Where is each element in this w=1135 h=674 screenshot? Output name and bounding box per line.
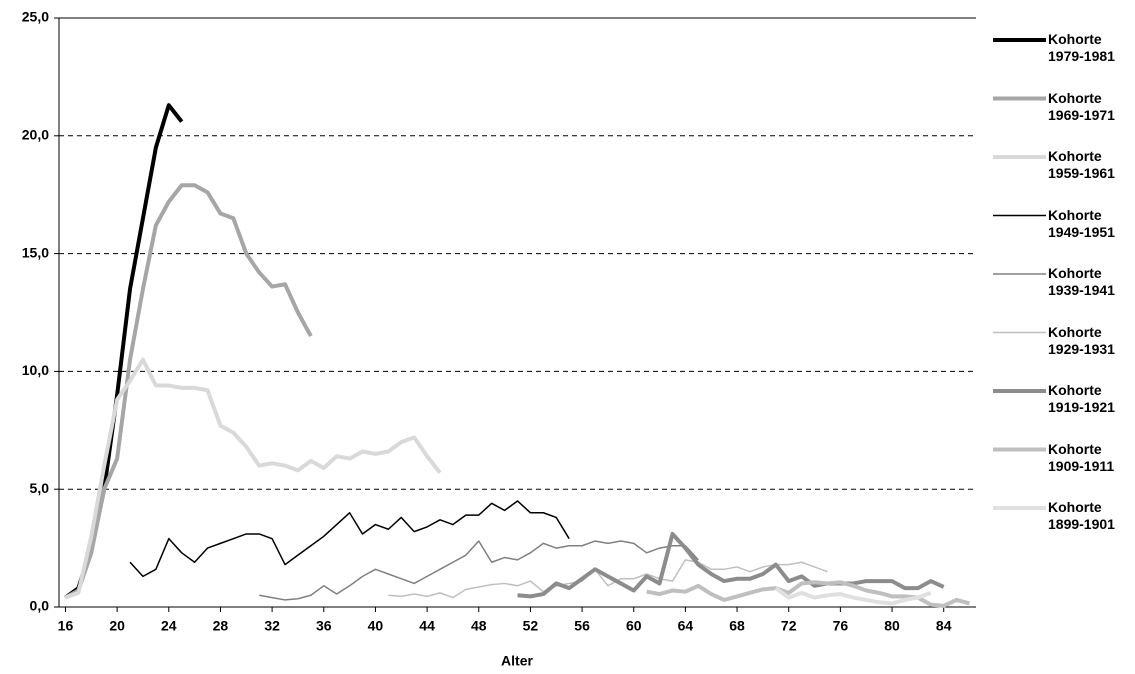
x-tick-label: 52: [523, 618, 539, 634]
x-tick-label: 20: [109, 618, 125, 634]
y-tick-label: 5,0: [30, 480, 50, 496]
x-tick-label: 68: [729, 618, 745, 634]
legend-label: Kohorte 1979-1981: [1048, 31, 1115, 64]
legend-label: Kohorte 1939-1941: [1048, 265, 1115, 298]
y-tick-label: 10,0: [22, 362, 49, 378]
legend-label: Kohorte 1969-1971: [1048, 89, 1115, 123]
x-tick-label: 72: [781, 618, 797, 634]
legend-label: Kohorte 1919-1921: [1048, 382, 1115, 415]
x-tick-label: 60: [626, 618, 642, 634]
legend-label: Kohorte 1909-1911: [1048, 440, 1115, 474]
y-tick-label: 0,0: [30, 598, 50, 614]
y-tick-label: 15,0: [22, 244, 49, 260]
series-line: [388, 559, 828, 599]
x-tick-label: 64: [678, 618, 694, 634]
series-line: [259, 540, 699, 601]
x-tick-label: 56: [574, 618, 590, 634]
series-line: [64, 357, 442, 600]
series-line: [129, 500, 570, 578]
x-tick-label: 76: [833, 618, 849, 634]
x-tick-label: 16: [58, 618, 74, 634]
y-tick-label: 20,0: [22, 127, 49, 143]
x-tick-label: 36: [316, 618, 332, 634]
x-tick-label: 28: [213, 618, 229, 634]
x-axis-label: Alter: [501, 653, 533, 669]
x-tick-label: 84: [936, 618, 952, 634]
x-tick-label: 44: [419, 618, 435, 634]
y-tick-label: 25,0: [22, 9, 49, 25]
x-tick-label: 24: [161, 618, 177, 634]
series-line: [64, 183, 313, 600]
legend-label: Kohorte 1949-1951: [1048, 206, 1115, 240]
series-line: [517, 531, 945, 599]
x-tick-label: 32: [264, 618, 280, 634]
series-line: [774, 586, 932, 606]
series-line: [64, 103, 184, 600]
legend-label: Kohorte 1959-1961: [1048, 148, 1115, 181]
legend-label: Kohorte 1929-1931: [1048, 323, 1115, 357]
x-tick-label: 40: [368, 618, 384, 634]
legend-label: Kohorte 1899-1901: [1048, 499, 1115, 532]
x-tick-label: 80: [884, 618, 900, 634]
x-tick-label: 48: [471, 618, 487, 634]
